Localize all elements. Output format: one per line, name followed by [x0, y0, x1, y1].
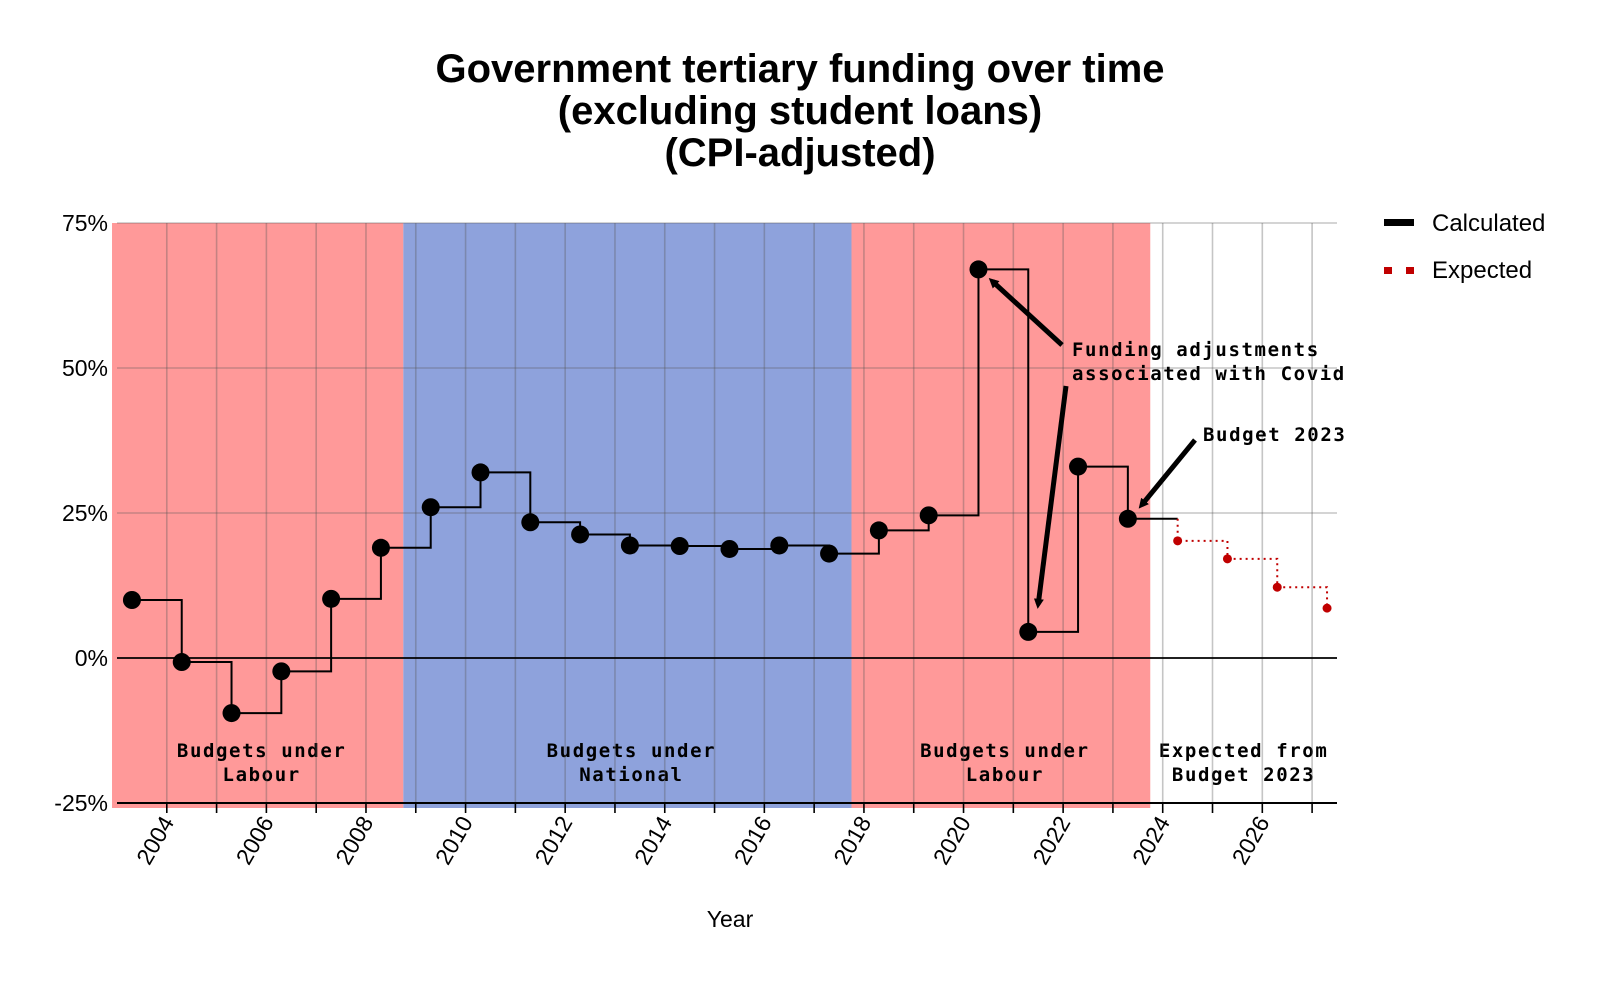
expected-dotted-line: [1176, 518, 1329, 609]
region-label-1-line-0: Budgets under: [547, 740, 717, 762]
x-tick-label-6: 2016: [729, 812, 777, 869]
expected-point-3: [1322, 603, 1332, 613]
calculated-point-4: [322, 589, 341, 608]
calculated-point-13: [770, 536, 789, 555]
calculated-point-20: [1118, 509, 1137, 528]
calculated-point-16: [919, 506, 938, 525]
calculated-point-15: [869, 521, 888, 540]
covid-annotation-line-0: Funding adjustments: [1072, 339, 1320, 361]
calculated-point-2: [222, 704, 241, 723]
legend-calculated-swatch: [1384, 219, 1414, 226]
legend-expected-label: Expected: [1432, 257, 1532, 284]
grid-layer: [117, 222, 1337, 803]
legend-expected-swatch-1: [1384, 267, 1392, 274]
calculated-point-7: [471, 463, 490, 482]
calculated-point-19: [1069, 457, 1088, 476]
x-tick-label-0: 2004: [131, 811, 179, 868]
x-axis-title: Year: [707, 906, 754, 932]
legend-calculated-label: Calculated: [1432, 210, 1545, 237]
budget-annotation-label: Budget 2023: [1203, 424, 1346, 446]
expected-point-2: [1272, 582, 1282, 592]
calculated-point-6: [421, 498, 440, 517]
legend: Calculated Expected: [1384, 210, 1545, 284]
region-label-2-line-0: Budgets under: [920, 740, 1090, 762]
region-band-1: [403, 223, 852, 808]
y-tick-label-2: 25%: [62, 500, 108, 526]
y-tick-label-4: 75%: [62, 210, 108, 236]
x-tick-label-7: 2018: [828, 812, 876, 869]
x-tick-label-5: 2014: [629, 811, 677, 868]
calculated-point-5: [371, 538, 390, 557]
calculated-point-0: [122, 591, 141, 609]
x-tick-label-9: 2022: [1027, 812, 1075, 869]
x-tick-label-1: 2006: [231, 812, 279, 869]
y-tick-label-0: -25%: [54, 790, 108, 816]
x-tick-label-4: 2012: [529, 812, 577, 869]
expected-point-1: [1222, 554, 1232, 564]
series-layer: [122, 260, 1332, 723]
region-label-0-line-1: Labour: [223, 764, 301, 786]
region-label-2-line-1: Labour: [966, 764, 1044, 786]
region-band-0: [112, 223, 404, 808]
calculated-point-9: [571, 525, 590, 544]
calculated-point-10: [620, 536, 639, 555]
chart-title-line-1: Government tertiary funding over time: [435, 47, 1164, 91]
chart-title-line-3: (CPI-adjusted): [664, 131, 935, 175]
legend-expected-swatch-2: [1406, 267, 1414, 274]
region-label-3-line-0: Expected from: [1159, 740, 1329, 762]
chart-title-line-2: (excluding student loans): [558, 89, 1042, 133]
budget-arrow: [1138, 438, 1197, 509]
expected-point-0: [1173, 536, 1183, 546]
x-tick-label-10: 2024: [1127, 811, 1175, 868]
calculated-point-11: [670, 537, 689, 556]
region-label-3-line-1: Budget 2023: [1172, 764, 1315, 786]
calculated-point-14: [820, 544, 839, 563]
covid-arrow-upper: [988, 278, 1064, 347]
x-tick-label-2: 2008: [330, 812, 378, 869]
y-tick-label-1: 0%: [75, 645, 108, 671]
region-label-1-line-1: National: [579, 764, 683, 786]
x-tick-label-11: 2026: [1227, 812, 1275, 869]
calculated-point-12: [720, 539, 739, 558]
y-tick-label-3: 50%: [62, 355, 108, 381]
covid-arrow-lower: [1033, 385, 1069, 609]
calculated-point-18: [1019, 622, 1038, 641]
calculated-point-17: [969, 260, 988, 279]
region-label-0-line-0: Budgets under: [177, 740, 347, 762]
region-band-2: [851, 223, 1151, 808]
calculated-point-3: [272, 662, 291, 681]
covid-annotation-line-1: associated with Covid: [1072, 363, 1346, 385]
calculated-point-8: [521, 513, 540, 532]
x-tick-label-8: 2020: [928, 812, 976, 869]
x-tick-label-3: 2010: [430, 812, 478, 869]
calculated-point-1: [172, 653, 191, 672]
